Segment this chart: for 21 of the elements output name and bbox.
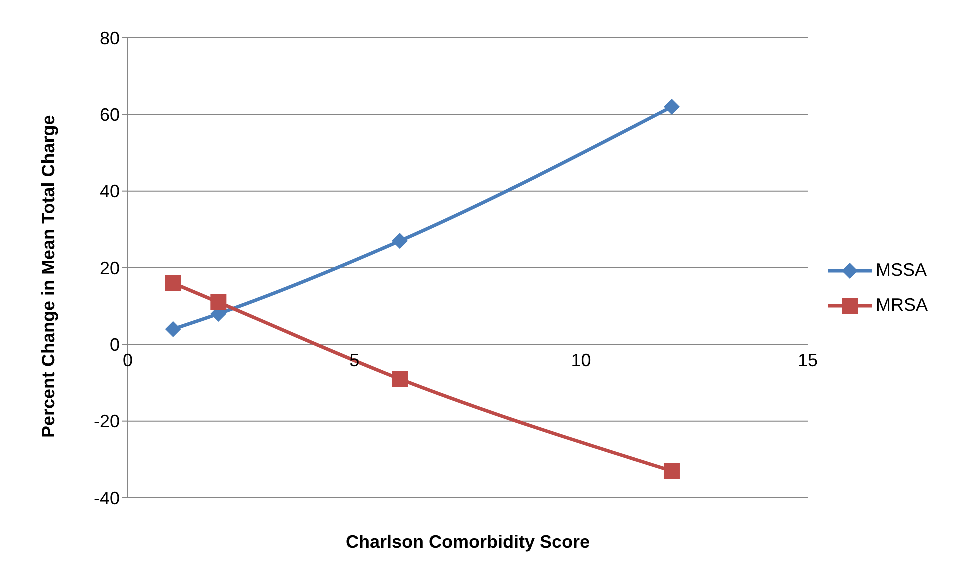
point bbox=[392, 233, 408, 250]
y-tick-label: 80 bbox=[100, 28, 120, 48]
point bbox=[210, 294, 227, 310]
point bbox=[165, 275, 182, 292]
y-tick-label: -40 bbox=[94, 488, 120, 508]
y-axis-title: Percent Change in Mean Total Charge bbox=[38, 115, 58, 438]
x-axis-title: Charlson Comorbidity Score bbox=[346, 532, 590, 552]
y-tick-label: 0 bbox=[110, 335, 120, 356]
y-tick-label: 60 bbox=[100, 105, 120, 126]
point bbox=[392, 371, 408, 388]
legend-label: MSSA bbox=[876, 260, 927, 281]
point bbox=[664, 99, 680, 115]
y-tick-label: -20 bbox=[94, 412, 120, 432]
x-tick-label: 15 bbox=[798, 350, 818, 371]
y-tick-label: 20 bbox=[100, 258, 120, 278]
y-tick-label: 40 bbox=[100, 182, 120, 202]
x-tick-label: 0 bbox=[122, 350, 134, 371]
x-tick-label: 10 bbox=[571, 350, 592, 371]
point bbox=[664, 463, 680, 480]
legend-label: MRSA bbox=[876, 295, 928, 316]
point bbox=[165, 321, 182, 338]
